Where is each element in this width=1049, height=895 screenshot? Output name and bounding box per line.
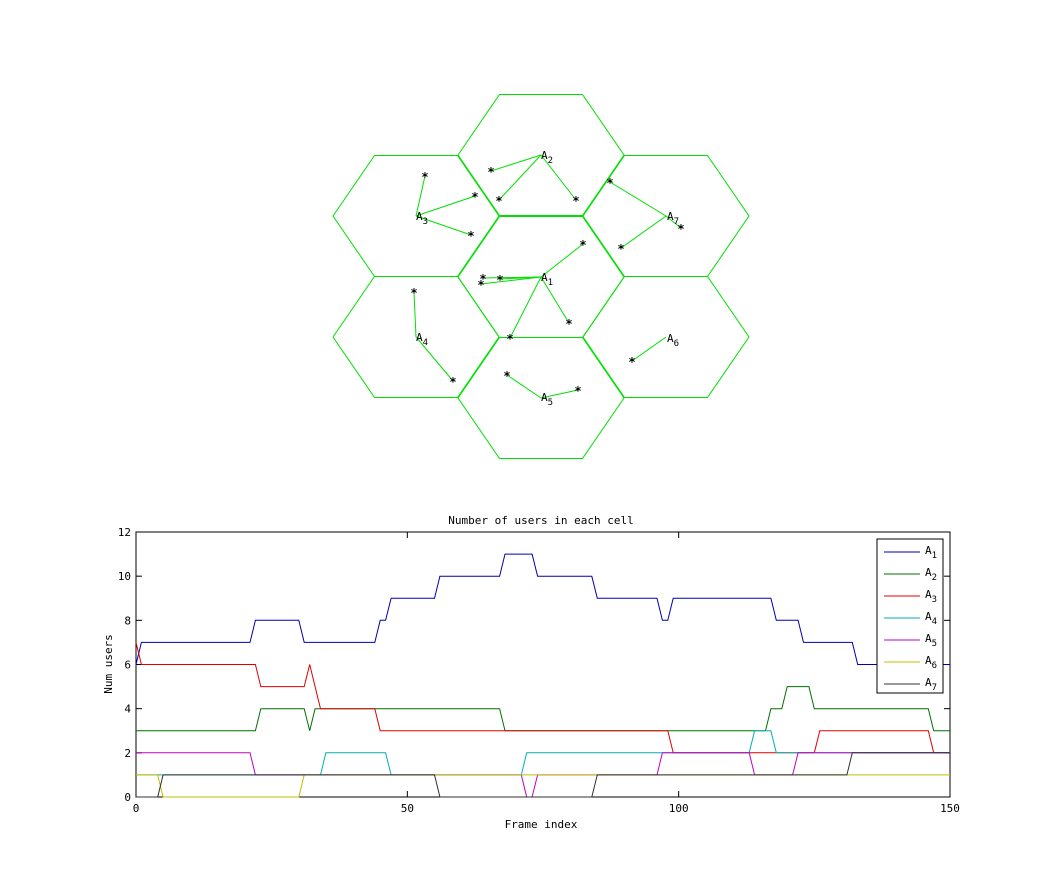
user-marker: *: [467, 229, 474, 243]
user-link-A3: [415, 175, 426, 217]
x-axis-ticks: 0 50 100 150: [133, 532, 960, 815]
user-link-A1: [509, 276, 542, 339]
user-link-A7: [609, 181, 667, 217]
user-link-A4: [413, 291, 417, 338]
series-line-A3: [135, 642, 950, 754]
user-link-A4: [415, 336, 454, 382]
y-tick-label: 10: [118, 570, 131, 583]
user-marker: *: [449, 375, 456, 389]
legend-entry-A1: A1: [925, 544, 937, 561]
legend-entry-A7: A7: [925, 676, 937, 693]
legend: A1 A2 A3 A4 A5 A6 A7: [876, 538, 944, 694]
series-lines: [135, 553, 950, 798]
legend-entry-A2: A2: [925, 566, 937, 583]
user-link-A6: [631, 336, 667, 362]
users-per-cell-chart: Number of users in each cell 0 50 100 150 0…: [102, 514, 960, 831]
user-marker: *: [628, 355, 635, 369]
user-marker: *: [495, 194, 502, 208]
hex-cell-A4: [332, 276, 500, 398]
hex-cell-A5: [457, 337, 625, 459]
series-line-A6: [136, 774, 950, 798]
user-marker: *: [565, 317, 572, 331]
user-marker: *: [487, 165, 494, 179]
user-link-A2: [490, 154, 542, 172]
cell-label-A1: A1: [541, 271, 553, 288]
series-line-A2: [136, 686, 950, 732]
x-tick-label: 100: [669, 802, 689, 815]
cell-label-A6: A6: [667, 332, 679, 349]
legend-entry-A4: A4: [925, 610, 937, 627]
user-link-A1: [482, 276, 542, 279]
chart-title: Number of users in each cell: [448, 514, 633, 527]
user-marker: *: [421, 170, 428, 184]
user-link-A3: [415, 195, 476, 217]
user-marker: *: [579, 238, 586, 252]
user-link-A1: [540, 276, 570, 324]
cell-label-A5: A5: [541, 391, 553, 408]
user-marker: *: [471, 190, 478, 204]
x-tick-label: 50: [401, 802, 414, 815]
user-link-A1: [540, 243, 584, 278]
user-marker: *: [479, 272, 486, 286]
user-marker: *: [677, 222, 684, 236]
user-link-A2: [498, 154, 542, 201]
user-link-A1: [480, 276, 542, 285]
x-axis-label: Frame index: [505, 818, 578, 831]
series-line-A4: [136, 730, 950, 776]
y-axis-label: Num users: [102, 634, 115, 694]
user-marker: *: [506, 332, 513, 346]
legend-entry-A5: A5: [925, 632, 937, 649]
user-link-A2: [540, 154, 577, 201]
cell-label-A4: A4: [416, 331, 428, 348]
user-link-A7: [665, 215, 682, 229]
user-marker: *: [606, 176, 613, 190]
user-marker: *: [574, 384, 581, 398]
cell-label-A7: A7: [667, 210, 679, 227]
series-line-A1: [135, 553, 950, 665]
user-marker: *: [477, 278, 484, 292]
hex-cell-A2: [457, 94, 625, 216]
user-link-A5: [540, 389, 579, 399]
x-tick-label: 0: [133, 802, 140, 815]
cell-label-A3: A3: [416, 210, 428, 227]
legend-box: [876, 538, 944, 694]
legend-entry-A6: A6: [925, 654, 937, 671]
user-link-A7: [620, 215, 667, 249]
user-marker: *: [572, 194, 579, 208]
y-tick-label: 0: [124, 791, 131, 804]
user-marker: *: [496, 273, 503, 287]
y-tick-label: 2: [124, 747, 131, 760]
plot-frame: [135, 531, 951, 798]
y-tick-label: 12: [118, 526, 131, 539]
user-marker: *: [503, 369, 510, 383]
user-marker: *: [617, 242, 624, 256]
user-link-A3: [415, 215, 472, 236]
series-line-A7: [136, 752, 950, 798]
cell-label-A2: A2: [541, 149, 553, 166]
y-tick-label: 6: [124, 659, 131, 672]
y-tick-label: 8: [124, 614, 131, 627]
user-marker: *: [410, 286, 417, 300]
x-tick-label: 150: [940, 802, 960, 815]
y-tick-label: 4: [124, 703, 131, 716]
user-link-A5: [506, 374, 542, 399]
legend-entry-A3: A3: [925, 588, 937, 605]
hex-cell-A7: [582, 155, 750, 277]
